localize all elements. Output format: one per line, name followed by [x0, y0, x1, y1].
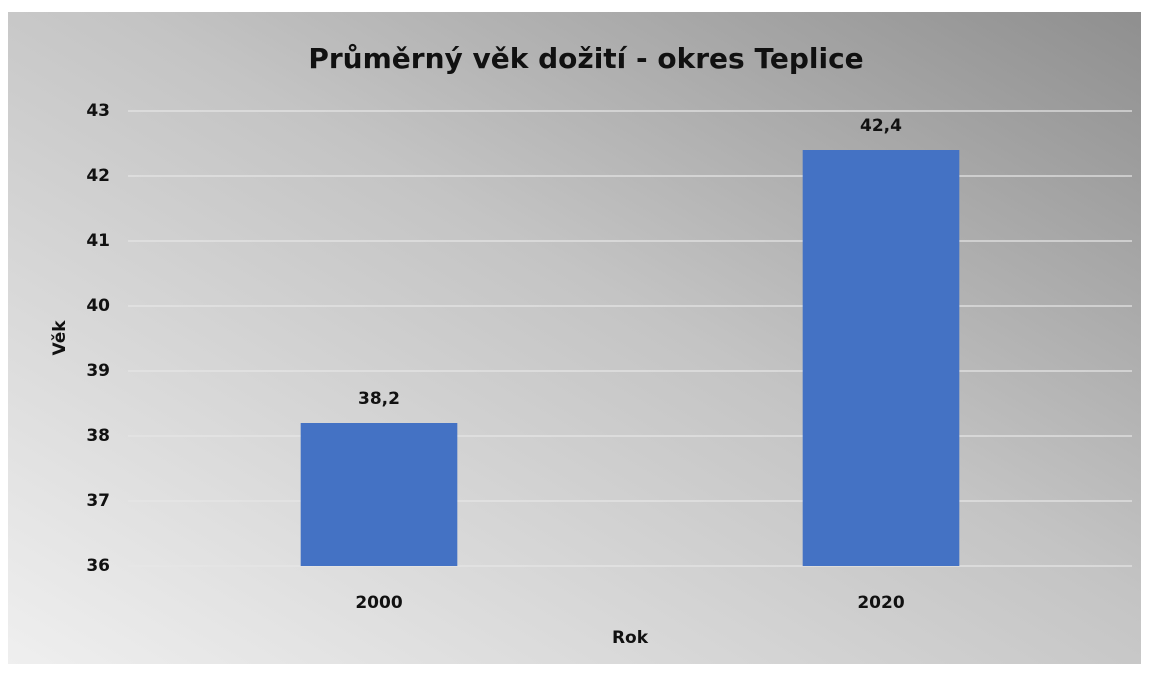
chart-title: Průměrný věk dožití - okres Teplice	[308, 42, 863, 75]
y-tick-label: 42	[86, 166, 110, 186]
x-axis-title: Rok	[612, 628, 649, 648]
y-tick-label: 40	[86, 296, 110, 316]
y-axis-title: Věk	[50, 320, 70, 356]
y-tick-label: 43	[86, 101, 110, 121]
data-label: 42,4	[860, 116, 902, 136]
data-label: 38,2	[358, 389, 400, 409]
y-tick-label: 37	[86, 491, 110, 511]
x-tick-label: 2000	[355, 593, 402, 613]
y-tick-label: 39	[86, 361, 110, 381]
bar	[802, 150, 960, 566]
bar	[300, 423, 458, 566]
x-tick-label: 2020	[857, 593, 904, 613]
y-tick-label: 38	[86, 426, 110, 446]
y-tick-label: 36	[86, 556, 110, 576]
y-tick-label: 41	[86, 231, 110, 251]
